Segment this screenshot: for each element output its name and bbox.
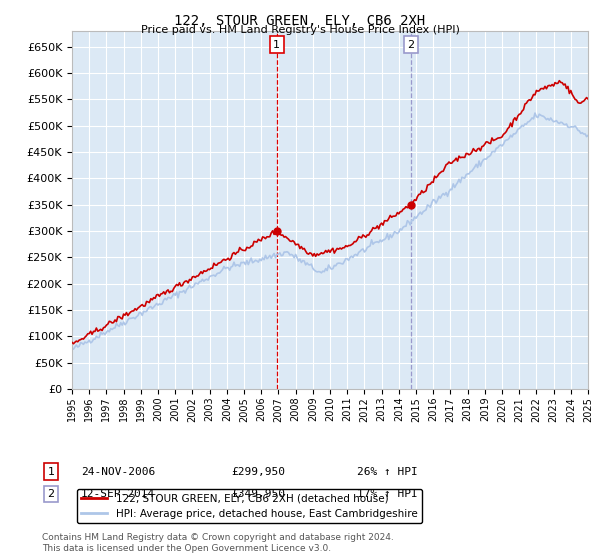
Text: 17% ↑ HPI: 17% ↑ HPI — [357, 489, 418, 499]
Text: Price paid vs. HM Land Registry's House Price Index (HPI): Price paid vs. HM Land Registry's House … — [140, 25, 460, 35]
Text: 24-NOV-2006: 24-NOV-2006 — [81, 466, 155, 477]
Text: £349,950: £349,950 — [231, 489, 285, 499]
Text: 1: 1 — [47, 466, 55, 477]
Text: 12-SEP-2014: 12-SEP-2014 — [81, 489, 155, 499]
Text: Contains HM Land Registry data © Crown copyright and database right 2024.
This d: Contains HM Land Registry data © Crown c… — [42, 533, 394, 553]
Text: 2: 2 — [407, 40, 415, 50]
Text: 26% ↑ HPI: 26% ↑ HPI — [357, 466, 418, 477]
Legend: 122, STOUR GREEN, ELY, CB6 2XH (detached house), HPI: Average price, detached ho: 122, STOUR GREEN, ELY, CB6 2XH (detached… — [77, 489, 422, 523]
Text: 2: 2 — [47, 489, 55, 499]
Text: 1: 1 — [273, 40, 280, 50]
Text: 122, STOUR GREEN, ELY, CB6 2XH: 122, STOUR GREEN, ELY, CB6 2XH — [175, 14, 425, 28]
Text: £299,950: £299,950 — [231, 466, 285, 477]
